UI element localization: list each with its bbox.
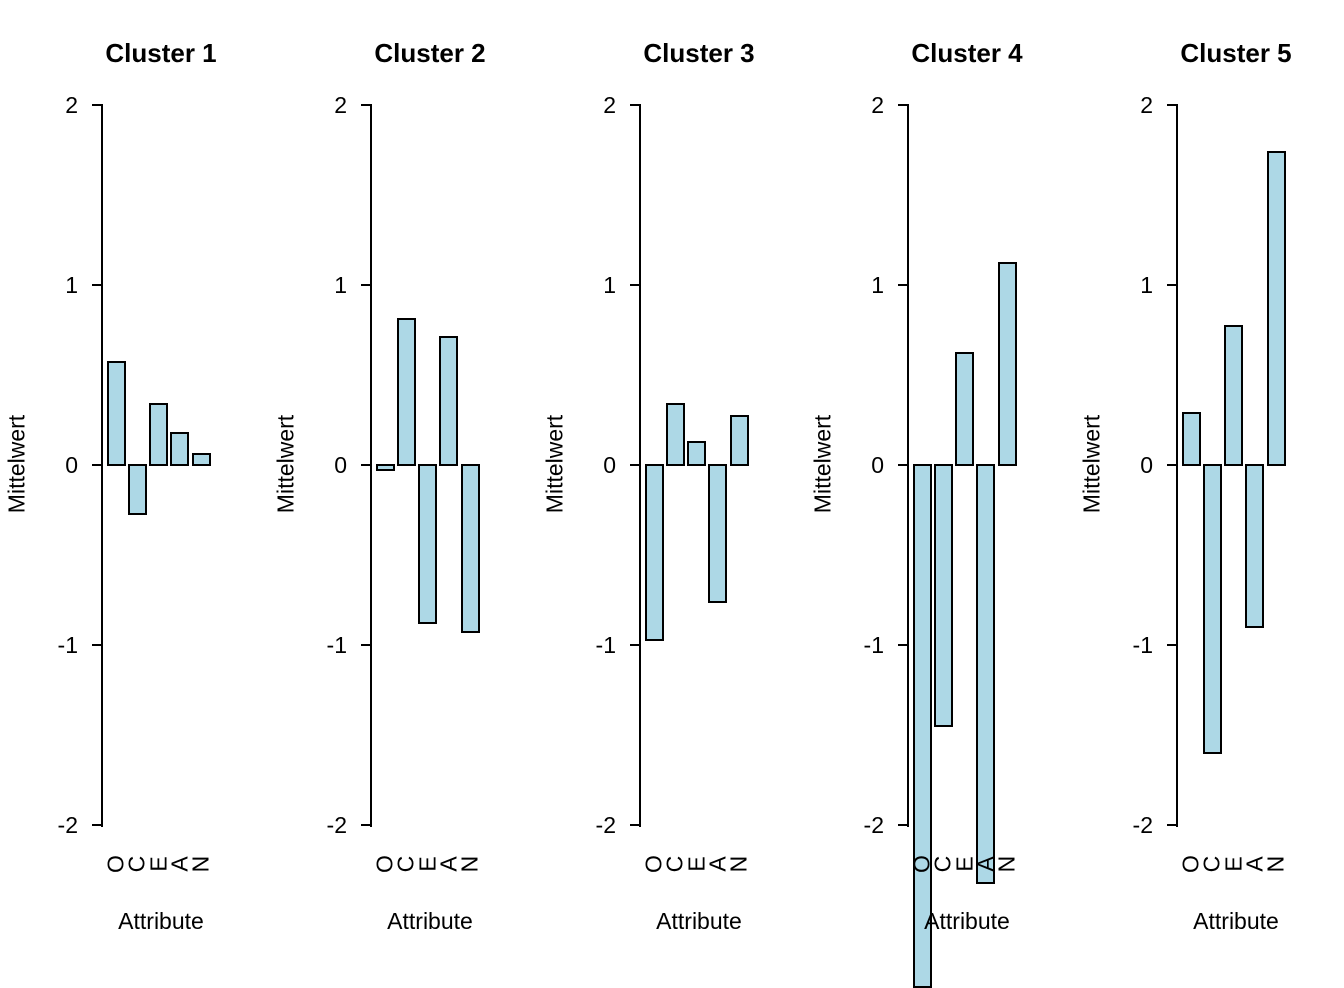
- bar-O: [645, 464, 664, 641]
- bar-N: [192, 453, 211, 466]
- bar-A: [1245, 464, 1264, 628]
- panel-title: Cluster 2: [374, 38, 486, 68]
- y-axis-tick: [1167, 824, 1178, 826]
- y-axis-tick-label: 1: [334, 272, 347, 298]
- y-axis-tick: [92, 104, 103, 106]
- bar-A: [439, 336, 458, 466]
- y-axis-tick-label: 0: [65, 452, 78, 478]
- y-axis-tick: [1167, 104, 1178, 106]
- bar-C: [397, 318, 416, 466]
- x-axis-tick-label: N: [725, 855, 752, 873]
- y-axis-tick-label: -1: [863, 632, 884, 658]
- bar-E: [687, 441, 706, 466]
- y-axis-tick: [361, 644, 372, 646]
- bar-O: [107, 361, 126, 466]
- cluster-panel: Cluster 5 Mittelwert 2 1 0 -1 -2 O C E A N Attribute: [1075, 0, 1344, 960]
- x-axis-tick-label: N: [187, 855, 214, 873]
- bar-E: [955, 352, 974, 466]
- x-axis-title: Attribute: [924, 908, 1010, 934]
- y-axis-tick: [361, 464, 372, 466]
- y-axis-tick: [1167, 464, 1178, 466]
- panel-title: Cluster 1: [105, 38, 217, 68]
- y-axis-tick-label: -1: [57, 632, 78, 658]
- y-axis-tick: [630, 824, 641, 826]
- y-axis-tick-label: 1: [65, 272, 78, 298]
- y-axis-tick-label: -2: [57, 812, 78, 838]
- x-axis-title: Attribute: [387, 908, 473, 934]
- bar-O: [1182, 412, 1201, 466]
- y-axis-tick: [92, 464, 103, 466]
- y-axis-tick: [1167, 284, 1178, 286]
- y-axis-tick-label: -2: [326, 812, 347, 838]
- bar-E: [1224, 325, 1243, 466]
- bar-A: [708, 464, 727, 603]
- y-axis-tick: [898, 104, 909, 106]
- bar-N: [1267, 151, 1286, 466]
- y-axis-tick-label: -2: [1132, 812, 1153, 838]
- x-axis-title: Attribute: [1193, 908, 1279, 934]
- y-axis-tick-label: 2: [603, 92, 616, 118]
- bar-O: [376, 464, 395, 471]
- y-axis-tick-label: 2: [334, 92, 347, 118]
- y-axis-tick-label: -2: [863, 812, 884, 838]
- y-axis-tick: [361, 824, 372, 826]
- bar-C: [934, 464, 953, 727]
- y-axis-tick: [92, 644, 103, 646]
- x-axis-title: Attribute: [656, 908, 742, 934]
- y-axis-tick: [630, 104, 641, 106]
- y-axis-tick-label: 1: [871, 272, 884, 298]
- cluster-panel: Cluster 4 Mittelwert 2 1 0 -1 -2 O C E A N Attribute: [806, 0, 1075, 988]
- y-axis-tick: [898, 464, 909, 466]
- bar-E: [149, 403, 168, 466]
- panel-title: Cluster 3: [643, 38, 755, 68]
- y-axis-tick: [898, 644, 909, 646]
- y-axis-tick: [898, 824, 909, 826]
- bar-A: [170, 432, 189, 466]
- y-axis-tick-label: 2: [871, 92, 884, 118]
- y-axis-tick: [630, 284, 641, 286]
- y-axis-tick-label: 0: [603, 452, 616, 478]
- bar-N: [998, 262, 1017, 466]
- y-axis-tick-label: 0: [1140, 452, 1153, 478]
- bar-N: [461, 464, 480, 633]
- bar-A: [976, 464, 995, 884]
- y-axis-tick-label: 2: [65, 92, 78, 118]
- cluster-panel: Cluster 1 Mittelwert 2 1 0 -1 -2 O C E A N Attribute: [0, 0, 269, 960]
- bar-N: [730, 415, 749, 466]
- panel-title: Cluster 4: [911, 38, 1023, 68]
- y-axis-tick: [92, 824, 103, 826]
- y-axis-tick-label: 2: [1140, 92, 1153, 118]
- cluster-panel: Cluster 3 Mittelwert 2 1 0 -1 -2 O C E A N Attribute: [538, 0, 807, 960]
- y-axis-tick-label: -2: [595, 812, 616, 838]
- y-axis-tick-label: -1: [1132, 632, 1153, 658]
- y-axis-tick-label: 1: [603, 272, 616, 298]
- y-axis-tick: [630, 644, 641, 646]
- bar-E: [418, 464, 437, 624]
- cluster-panel: Cluster 2 Mittelwert 2 1 0 -1 -2 O C E A N Attribute: [269, 0, 538, 960]
- x-axis-tick-label: N: [1262, 855, 1289, 873]
- bar-C: [666, 403, 685, 466]
- x-axis-tick-label: N: [993, 855, 1020, 873]
- y-axis-tick-label: 1: [1140, 272, 1153, 298]
- bar-C: [128, 464, 147, 515]
- x-axis-tick-label: N: [456, 855, 483, 873]
- y-axis-tick: [361, 284, 372, 286]
- y-axis-tick: [1167, 644, 1178, 646]
- bar-C: [1203, 464, 1222, 754]
- y-axis-tick-label: -1: [595, 632, 616, 658]
- y-axis-tick: [898, 284, 909, 286]
- y-axis-tick: [630, 464, 641, 466]
- x-axis-title: Attribute: [118, 908, 204, 934]
- panel-title: Cluster 5: [1180, 38, 1292, 68]
- y-axis-tick-label: 0: [871, 452, 884, 478]
- y-axis-tick-label: 0: [334, 452, 347, 478]
- y-axis-tick: [92, 284, 103, 286]
- y-axis-tick: [361, 104, 372, 106]
- y-axis-tick-label: -1: [326, 632, 347, 658]
